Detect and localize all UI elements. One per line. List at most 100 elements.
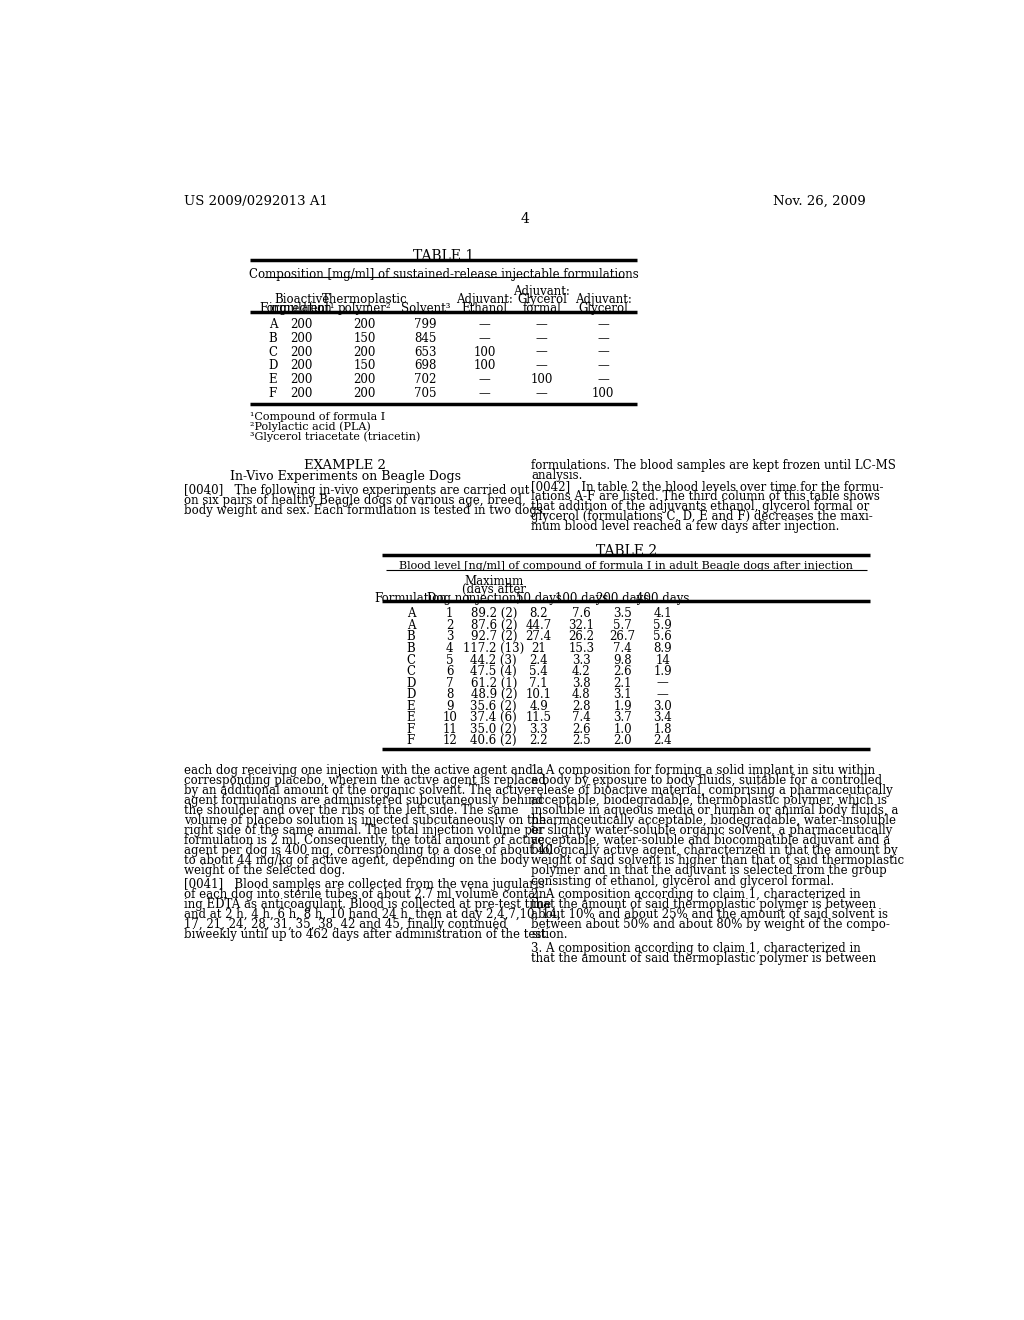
Text: 3. A composition according to claim 1, characterized in: 3. A composition according to claim 1, c… bbox=[531, 942, 861, 956]
Text: 4.9: 4.9 bbox=[529, 700, 548, 713]
Text: mum blood level reached a few days after injection.: mum blood level reached a few days after… bbox=[531, 520, 840, 533]
Text: weight of the selected dog.: weight of the selected dog. bbox=[183, 865, 345, 878]
Text: 8: 8 bbox=[445, 688, 454, 701]
Text: 5.7: 5.7 bbox=[613, 619, 632, 632]
Text: 2.4: 2.4 bbox=[653, 734, 672, 747]
Text: —: — bbox=[478, 318, 490, 331]
Text: pharmaceutically acceptable, biodegradable, water-insoluble: pharmaceutically acceptable, biodegradab… bbox=[531, 814, 896, 828]
Text: 3.7: 3.7 bbox=[613, 711, 632, 725]
Text: 26.7: 26.7 bbox=[609, 631, 636, 643]
Text: insoluble in aqueous media or human or animal body fluids, a: insoluble in aqueous media or human or a… bbox=[531, 804, 898, 817]
Text: Formulation: Formulation bbox=[260, 302, 333, 314]
Text: —: — bbox=[478, 374, 490, 387]
Text: by an additional amount of the organic solvent. The active-: by an additional amount of the organic s… bbox=[183, 784, 535, 797]
Text: 4: 4 bbox=[520, 213, 529, 226]
Text: US 2009/0292013 A1: US 2009/0292013 A1 bbox=[183, 194, 328, 207]
Text: 3.3: 3.3 bbox=[529, 723, 548, 735]
Text: on six pairs of healthy Beagle dogs of various age, breed,: on six pairs of healthy Beagle dogs of v… bbox=[183, 494, 525, 507]
Text: F: F bbox=[407, 723, 415, 735]
Text: that addition of the adjuvants ethanol, glycerol formal or: that addition of the adjuvants ethanol, … bbox=[531, 500, 869, 513]
Text: 1.8: 1.8 bbox=[653, 723, 672, 735]
Text: 2.5: 2.5 bbox=[572, 734, 591, 747]
Text: 11: 11 bbox=[442, 723, 457, 735]
Text: between about 50% and about 80% by weight of the compo-: between about 50% and about 80% by weigh… bbox=[531, 919, 890, 932]
Text: 37.4 (6): 37.4 (6) bbox=[470, 711, 517, 725]
Text: 44.7: 44.7 bbox=[525, 619, 552, 632]
Text: 200: 200 bbox=[291, 318, 312, 331]
Text: A: A bbox=[268, 318, 278, 331]
Text: 1.9: 1.9 bbox=[613, 700, 632, 713]
Text: A: A bbox=[407, 607, 415, 620]
Text: 200: 200 bbox=[291, 387, 312, 400]
Text: 200: 200 bbox=[291, 331, 312, 345]
Text: Adjuvant:: Adjuvant: bbox=[513, 285, 570, 298]
Text: 21: 21 bbox=[531, 642, 546, 655]
Text: F: F bbox=[268, 387, 278, 400]
Text: 200: 200 bbox=[291, 359, 312, 372]
Text: —: — bbox=[597, 318, 609, 331]
Text: injection): injection) bbox=[466, 591, 522, 605]
Text: Maximum: Maximum bbox=[464, 576, 523, 587]
Text: 1.9: 1.9 bbox=[653, 665, 672, 678]
Text: 2.0: 2.0 bbox=[613, 734, 632, 747]
Text: In-Vivo Experiments on Beagle Dogs: In-Vivo Experiments on Beagle Dogs bbox=[229, 470, 461, 483]
Text: 12: 12 bbox=[442, 734, 457, 747]
Text: biweekly until up to 462 days after administration of the test: biweekly until up to 462 days after admi… bbox=[183, 928, 546, 941]
Text: D: D bbox=[407, 688, 416, 701]
Text: Ethanol: Ethanol bbox=[462, 302, 508, 314]
Text: acceptable, biodegradable, thermoplastic polymer, which is: acceptable, biodegradable, thermoplastic… bbox=[531, 795, 887, 808]
Text: Bioactive: Bioactive bbox=[274, 293, 330, 306]
Text: 32.1: 32.1 bbox=[568, 619, 594, 632]
Text: 47.5 (4): 47.5 (4) bbox=[470, 665, 517, 678]
Text: that the amount of said thermoplastic polymer is between: that the amount of said thermoplastic po… bbox=[531, 899, 877, 911]
Text: Adjuvant:: Adjuvant: bbox=[456, 293, 513, 306]
Text: B: B bbox=[407, 631, 416, 643]
Text: —: — bbox=[597, 331, 609, 345]
Text: agent per dog is 400 mg, corresponding to a dose of about 40: agent per dog is 400 mg, corresponding t… bbox=[183, 845, 553, 858]
Text: —: — bbox=[656, 688, 669, 701]
Text: 2.1: 2.1 bbox=[613, 677, 632, 689]
Text: 35.0 (2): 35.0 (2) bbox=[470, 723, 517, 735]
Text: ing EDTA as anticoagulant. Blood is collected at pre-test time: ing EDTA as anticoagulant. Blood is coll… bbox=[183, 899, 551, 911]
Text: agent formulations are administered subcutaneously behind: agent formulations are administered subc… bbox=[183, 795, 543, 808]
Text: 87.6 (2): 87.6 (2) bbox=[471, 619, 517, 632]
Text: of each dog into sterile tubes of about 2.7 ml volume contain-: of each dog into sterile tubes of about … bbox=[183, 888, 550, 902]
Text: 100: 100 bbox=[473, 346, 496, 359]
Text: formulation is 2 ml. Consequently, the total amount of active: formulation is 2 ml. Consequently, the t… bbox=[183, 834, 544, 847]
Text: Thermoplastic: Thermoplastic bbox=[322, 293, 408, 306]
Text: 7: 7 bbox=[445, 677, 454, 689]
Text: 44.2 (3): 44.2 (3) bbox=[470, 653, 517, 667]
Text: 845: 845 bbox=[415, 331, 437, 345]
Text: 5: 5 bbox=[445, 653, 454, 667]
Text: 50 days: 50 days bbox=[516, 591, 562, 605]
Text: analysis.: analysis. bbox=[531, 469, 583, 482]
Text: body weight and sex. Each formulation is tested in two dogs,: body weight and sex. Each formulation is… bbox=[183, 504, 547, 517]
Text: 150: 150 bbox=[353, 331, 376, 345]
Text: 100: 100 bbox=[473, 359, 496, 372]
Text: 3.3: 3.3 bbox=[572, 653, 591, 667]
Text: 7.4: 7.4 bbox=[572, 711, 591, 725]
Text: 9: 9 bbox=[445, 700, 454, 713]
Text: D: D bbox=[268, 359, 278, 372]
Text: Adjuvant:: Adjuvant: bbox=[574, 293, 632, 306]
Text: 15.3: 15.3 bbox=[568, 642, 595, 655]
Text: (days after: (days after bbox=[462, 583, 525, 597]
Text: biologically active agent, characterized in that the amount by: biologically active agent, characterized… bbox=[531, 845, 898, 858]
Text: acceptable, water-soluble and biocompatible adjuvant and a: acceptable, water-soluble and biocompati… bbox=[531, 834, 890, 847]
Text: 3.4: 3.4 bbox=[653, 711, 672, 725]
Text: F: F bbox=[407, 734, 415, 747]
Text: —: — bbox=[536, 331, 548, 345]
Text: 17, 21, 24, 28, 31, 35, 38, 42 and 45, finally continued: 17, 21, 24, 28, 31, 35, 38, 42 and 45, f… bbox=[183, 919, 507, 932]
Text: B: B bbox=[407, 642, 416, 655]
Text: Formulation: Formulation bbox=[375, 591, 447, 605]
Text: about 10% and about 25% and the amount of said solvent is: about 10% and about 25% and the amount o… bbox=[531, 908, 888, 921]
Text: 7.1: 7.1 bbox=[529, 677, 548, 689]
Text: 48.9 (2): 48.9 (2) bbox=[471, 688, 517, 701]
Text: 1.0: 1.0 bbox=[613, 723, 632, 735]
Text: 100: 100 bbox=[530, 374, 553, 387]
Text: TABLE 1: TABLE 1 bbox=[413, 249, 474, 263]
Text: consisting of ethanol, glycerol and glycerol formal.: consisting of ethanol, glycerol and glyc… bbox=[531, 875, 835, 887]
Text: D: D bbox=[407, 677, 416, 689]
Text: each dog receiving one injection with the active agent and a: each dog receiving one injection with th… bbox=[183, 764, 544, 777]
Text: Blood level [ng/ml] of compound of formula I in adult Beagle dogs after injectio: Blood level [ng/ml] of compound of formu… bbox=[399, 561, 853, 572]
